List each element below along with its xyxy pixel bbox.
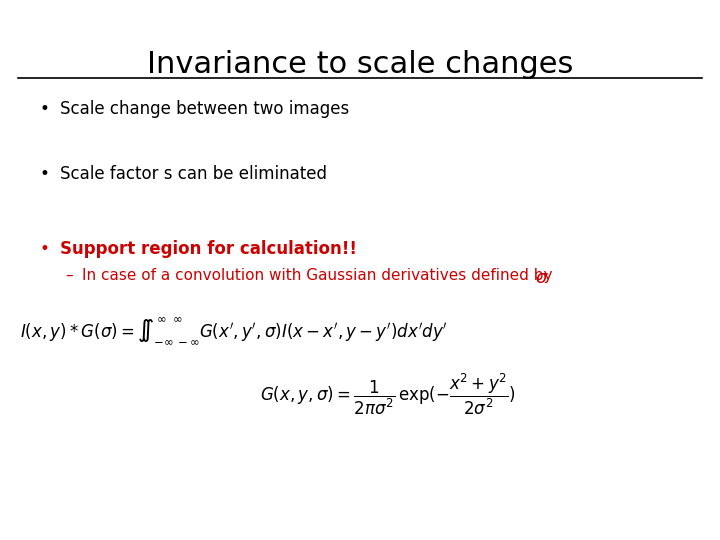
Text: •: • [40, 240, 50, 258]
Text: Support region for calculation!!: Support region for calculation!! [60, 240, 357, 258]
Text: $I(x,y)*G(\sigma) = \int\!\!\!\int_{-\infty\,-\infty}^{\infty\;\;\infty} G(x^{\p: $I(x,y)*G(\sigma) = \int\!\!\!\int_{-\in… [20, 315, 448, 346]
Text: Scale change between two images: Scale change between two images [60, 100, 349, 118]
Text: $G(x,y,\sigma) = \dfrac{1}{2\pi\sigma^2}\,\exp(-\dfrac{x^2+y^2}{2\sigma^2})$: $G(x,y,\sigma) = \dfrac{1}{2\pi\sigma^2}… [260, 372, 516, 417]
Text: $\sigma$: $\sigma$ [535, 269, 549, 287]
Text: In case of a convolution with Gaussian derivatives defined by: In case of a convolution with Gaussian d… [82, 268, 557, 283]
Text: •: • [40, 100, 50, 118]
Text: –: – [65, 268, 73, 283]
Text: Invariance to scale changes: Invariance to scale changes [147, 50, 573, 79]
Text: Scale factor s can be eliminated: Scale factor s can be eliminated [60, 165, 327, 183]
Text: •: • [40, 165, 50, 183]
